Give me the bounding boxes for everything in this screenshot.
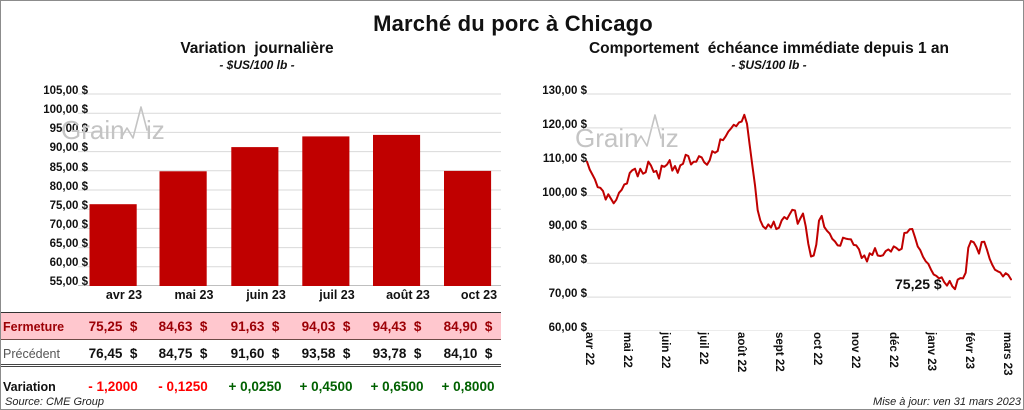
svg-text:iz: iz bbox=[146, 115, 165, 145]
svg-text:Grain: Grain bbox=[61, 115, 125, 145]
